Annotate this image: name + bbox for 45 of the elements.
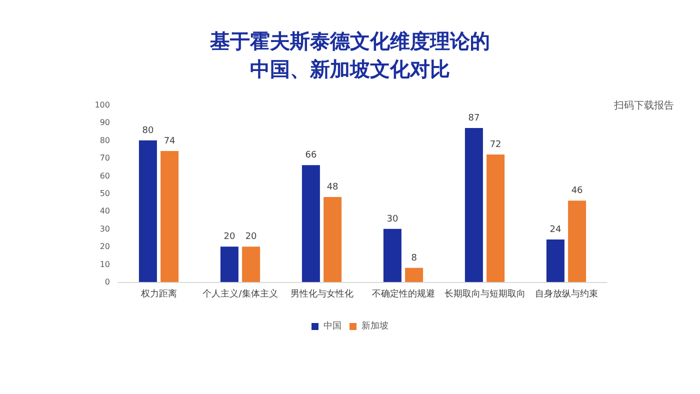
bar [405,268,424,282]
y-tick-label: 30 [100,224,110,234]
bar [160,151,179,282]
bar [546,240,564,282]
data-label: 20 [245,232,258,242]
bar [383,228,402,282]
bar [568,200,586,282]
y-tick-label: 100 [94,100,110,110]
y-tick-label: 50 [100,189,110,198]
y-tick-label: 80 [100,136,110,145]
data-label: 87 [468,114,480,124]
data-label: 72 [490,140,502,150]
x-tick-label: 男性化与女性化 [290,288,354,300]
y-tick-label: 70 [100,154,110,163]
legend-label: 新加坡 [362,320,388,332]
y-tick-label: 40 [100,206,110,216]
legend-label: 中国 [324,320,342,332]
data-label: 80 [142,126,154,136]
y-tick-label: 0 [104,278,110,286]
bar [302,165,320,282]
bar [464,128,483,282]
bar [324,197,342,282]
bar [220,246,238,282]
data-label: 66 [305,150,317,161]
data-label: 24 [550,225,562,236]
x-tick-label: 不确定性的规避 [372,288,435,300]
data-label: 74 [164,136,176,147]
y-tick-label: 60 [100,171,110,180]
x-tick-label: 权力距离 [140,288,177,300]
bar [242,246,260,282]
data-label: 20 [224,232,236,242]
y-tick-label: 90 [100,118,110,128]
data-label: 48 [326,182,339,193]
chart-title: 基于霍夫斯泰德文化维度理论的中国、新加坡文化对比 [209,29,490,81]
data-label: 8 [411,253,418,264]
text: 扫码下载报告 [613,100,674,112]
x-tick-label: 自身放纵与约束 [534,288,598,300]
data-label: 46 [571,186,584,196]
bar [486,154,505,282]
y-tick-label: 10 [100,260,110,269]
y-tick-label: 20 [100,242,110,252]
x-tick-label: 个人主义/集体主义 [202,288,278,300]
x-tick-label: 长期取向与短期取向 [444,288,526,300]
data-label: 30 [386,214,398,224]
bar [138,140,157,282]
